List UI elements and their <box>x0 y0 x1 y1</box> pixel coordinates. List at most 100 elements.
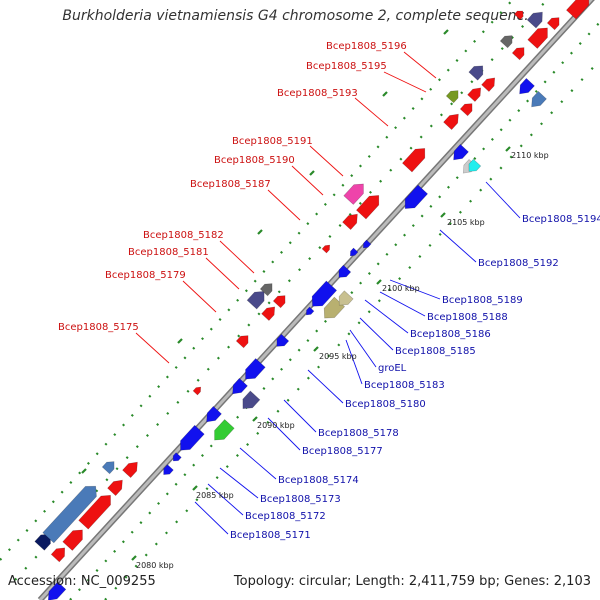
guide-dot-row <box>104 59 600 600</box>
forward-gene-arrow <box>272 295 286 309</box>
reverse-gene-arrow <box>206 405 222 423</box>
forward-gene-labels: Bcep1808_5196 Bcep1808_5195 Bcep1808_519… <box>58 41 407 333</box>
reverse-gene-arrow <box>453 143 469 161</box>
gene-label-bcep1808-5179[interactable]: Bcep1808_5179 <box>105 270 186 281</box>
tick-mark <box>131 555 137 561</box>
label-leader-line <box>194 501 229 535</box>
label-leader-line <box>485 181 521 219</box>
tick-label-2090: 2090 kbp <box>257 421 295 430</box>
gene-arrow-shape <box>546 17 560 31</box>
gene-label-bcep1808-5190[interactable]: Bcep1808_5190 <box>214 155 295 166</box>
gene-arrow-shape <box>305 306 315 316</box>
gene-arrow-shape <box>362 239 372 249</box>
gene-arrow-shape <box>443 113 459 131</box>
gene-arrow-shape <box>261 306 276 321</box>
forward-gene-arrow <box>355 195 380 220</box>
label-leader-line <box>309 145 344 177</box>
gene-arrow-shape <box>42 485 97 544</box>
forward-gene-arrow <box>42 485 97 544</box>
gene-label-bcep1808-5180[interactable]: Bcep1808_5180 <box>345 399 426 410</box>
forward-gene-arrow <box>62 529 83 551</box>
reverse-gene-arrow <box>468 158 482 172</box>
gene-arrow-shape <box>511 47 525 61</box>
forward-gene-arrow <box>443 113 459 131</box>
label-leader-line <box>364 299 409 334</box>
gene-label-bcep1808-5185[interactable]: Bcep1808_5185 <box>395 346 476 357</box>
gene-arrow-shape <box>513 10 524 21</box>
gene-label-bcep1808-5182[interactable]: Bcep1808_5182 <box>143 230 224 241</box>
gene-arrow-shape <box>355 195 380 220</box>
label-leader-line <box>307 369 344 404</box>
gene-label-bcep1808-5177[interactable]: Bcep1808_5177 <box>302 446 383 457</box>
label-leader-line <box>345 339 363 385</box>
gene-label-bcep1808-5196[interactable]: Bcep1808_5196 <box>326 41 407 52</box>
gene-label-bcep1808-5194[interactable]: Bcep1808_5194 <box>522 214 600 225</box>
gene-label-bcep1808-5172[interactable]: Bcep1808_5172 <box>245 511 326 522</box>
forward-gene-arrow <box>513 10 524 21</box>
gene-label-bcep1808-5173[interactable]: Bcep1808_5173 <box>260 494 341 505</box>
gene-label-bcep1808-5175[interactable]: Bcep1808_5175 <box>58 322 139 333</box>
tick-label-2105: 2105 kbp <box>447 218 485 227</box>
tick-label-2110: 2110 kbp <box>511 151 549 160</box>
gene-arrow-shape <box>321 244 331 254</box>
reverse-gene-labels: Bcep1808_5194 Bcep1808_5192 Bcep1808_518… <box>230 214 600 541</box>
forward-gene-arrow <box>401 148 426 173</box>
gene-label-bcep1808-5193[interactable]: Bcep1808_5193 <box>277 88 358 99</box>
gene-label-bcep1808-5195[interactable]: Bcep1808_5195 <box>306 61 387 72</box>
gene-arrow-shape <box>276 333 290 347</box>
forward-gene-arrow <box>107 479 123 497</box>
genome-summary-text: Topology: circular; Length: 2,411,759 bp… <box>233 574 591 589</box>
reverse-gene-arrow <box>172 452 182 462</box>
gene-arrow-shape <box>192 386 202 396</box>
forward-gene-arrow <box>467 87 482 102</box>
gene-arrow-shape <box>214 419 235 441</box>
tick-mark <box>382 91 388 97</box>
reverse-gene-arrow <box>163 464 174 476</box>
gene-label-bcep1808-5178[interactable]: Bcep1808_5178 <box>318 428 399 439</box>
gene-label-bcep1808-5181[interactable]: Bcep1808_5181 <box>128 247 209 258</box>
label-leader-line <box>291 165 324 196</box>
gene-arrow-shape <box>526 11 543 29</box>
gene-label-bcep1808-5192[interactable]: Bcep1808_5192 <box>478 258 559 269</box>
gene-arrow-shape <box>338 264 352 278</box>
gene-arrow-shape <box>50 547 66 563</box>
gene-label-bcep1808-5191[interactable]: Bcep1808_5191 <box>232 136 313 147</box>
forward-gene-arrow <box>192 386 202 396</box>
guide-dot-row <box>69 21 600 600</box>
forward-gene-arrow <box>546 17 560 31</box>
reverse-gene-arrow <box>245 358 266 380</box>
tick-mark <box>376 279 382 285</box>
forward-gene-arrow <box>122 461 138 479</box>
tick-mark <box>257 229 263 235</box>
forward-gene-arrow <box>343 183 364 205</box>
tick-label-2100: 2100 kbp <box>382 284 420 293</box>
gene-label-bcep1808-5183[interactable]: Bcep1808_5183 <box>364 380 445 391</box>
tick-mark <box>440 212 446 218</box>
gene-arrow-shape <box>404 184 429 209</box>
forward-gene-arrow <box>445 90 459 104</box>
label-leader-line <box>207 483 244 516</box>
gene-label-bcep1808-5189[interactable]: Bcep1808_5189 <box>442 295 523 306</box>
gene-label-groel[interactable]: groEL <box>378 363 407 374</box>
label-leader-line <box>283 399 317 433</box>
gene-label-bcep1808-5186[interactable]: Bcep1808_5186 <box>410 329 491 340</box>
tick-mark <box>505 146 511 152</box>
gene-label-bcep1808-5174[interactable]: Bcep1808_5174 <box>278 475 359 486</box>
gene-label-bcep1808-5187[interactable]: Bcep1808_5187 <box>190 179 271 190</box>
gene-arrow-shape <box>235 335 249 349</box>
forward-gene-arrow <box>235 335 249 349</box>
gene-arrow-shape <box>242 390 261 409</box>
reverse-gene-arrow <box>338 264 352 278</box>
forward-gene-arrow <box>527 27 548 49</box>
tick-mark <box>192 485 198 491</box>
forward-gene-arrow <box>342 213 358 231</box>
reverse-gene-arrow <box>404 184 429 209</box>
gene-label-bcep1808-5188[interactable]: Bcep1808_5188 <box>427 312 508 323</box>
label-leader-line <box>349 329 377 368</box>
gene-label-bcep1808-5171[interactable]: Bcep1808_5171 <box>230 530 311 541</box>
tick-mark <box>177 338 183 344</box>
reverse-gene-arrow <box>276 333 290 347</box>
forward-gene-arrow <box>481 77 496 92</box>
